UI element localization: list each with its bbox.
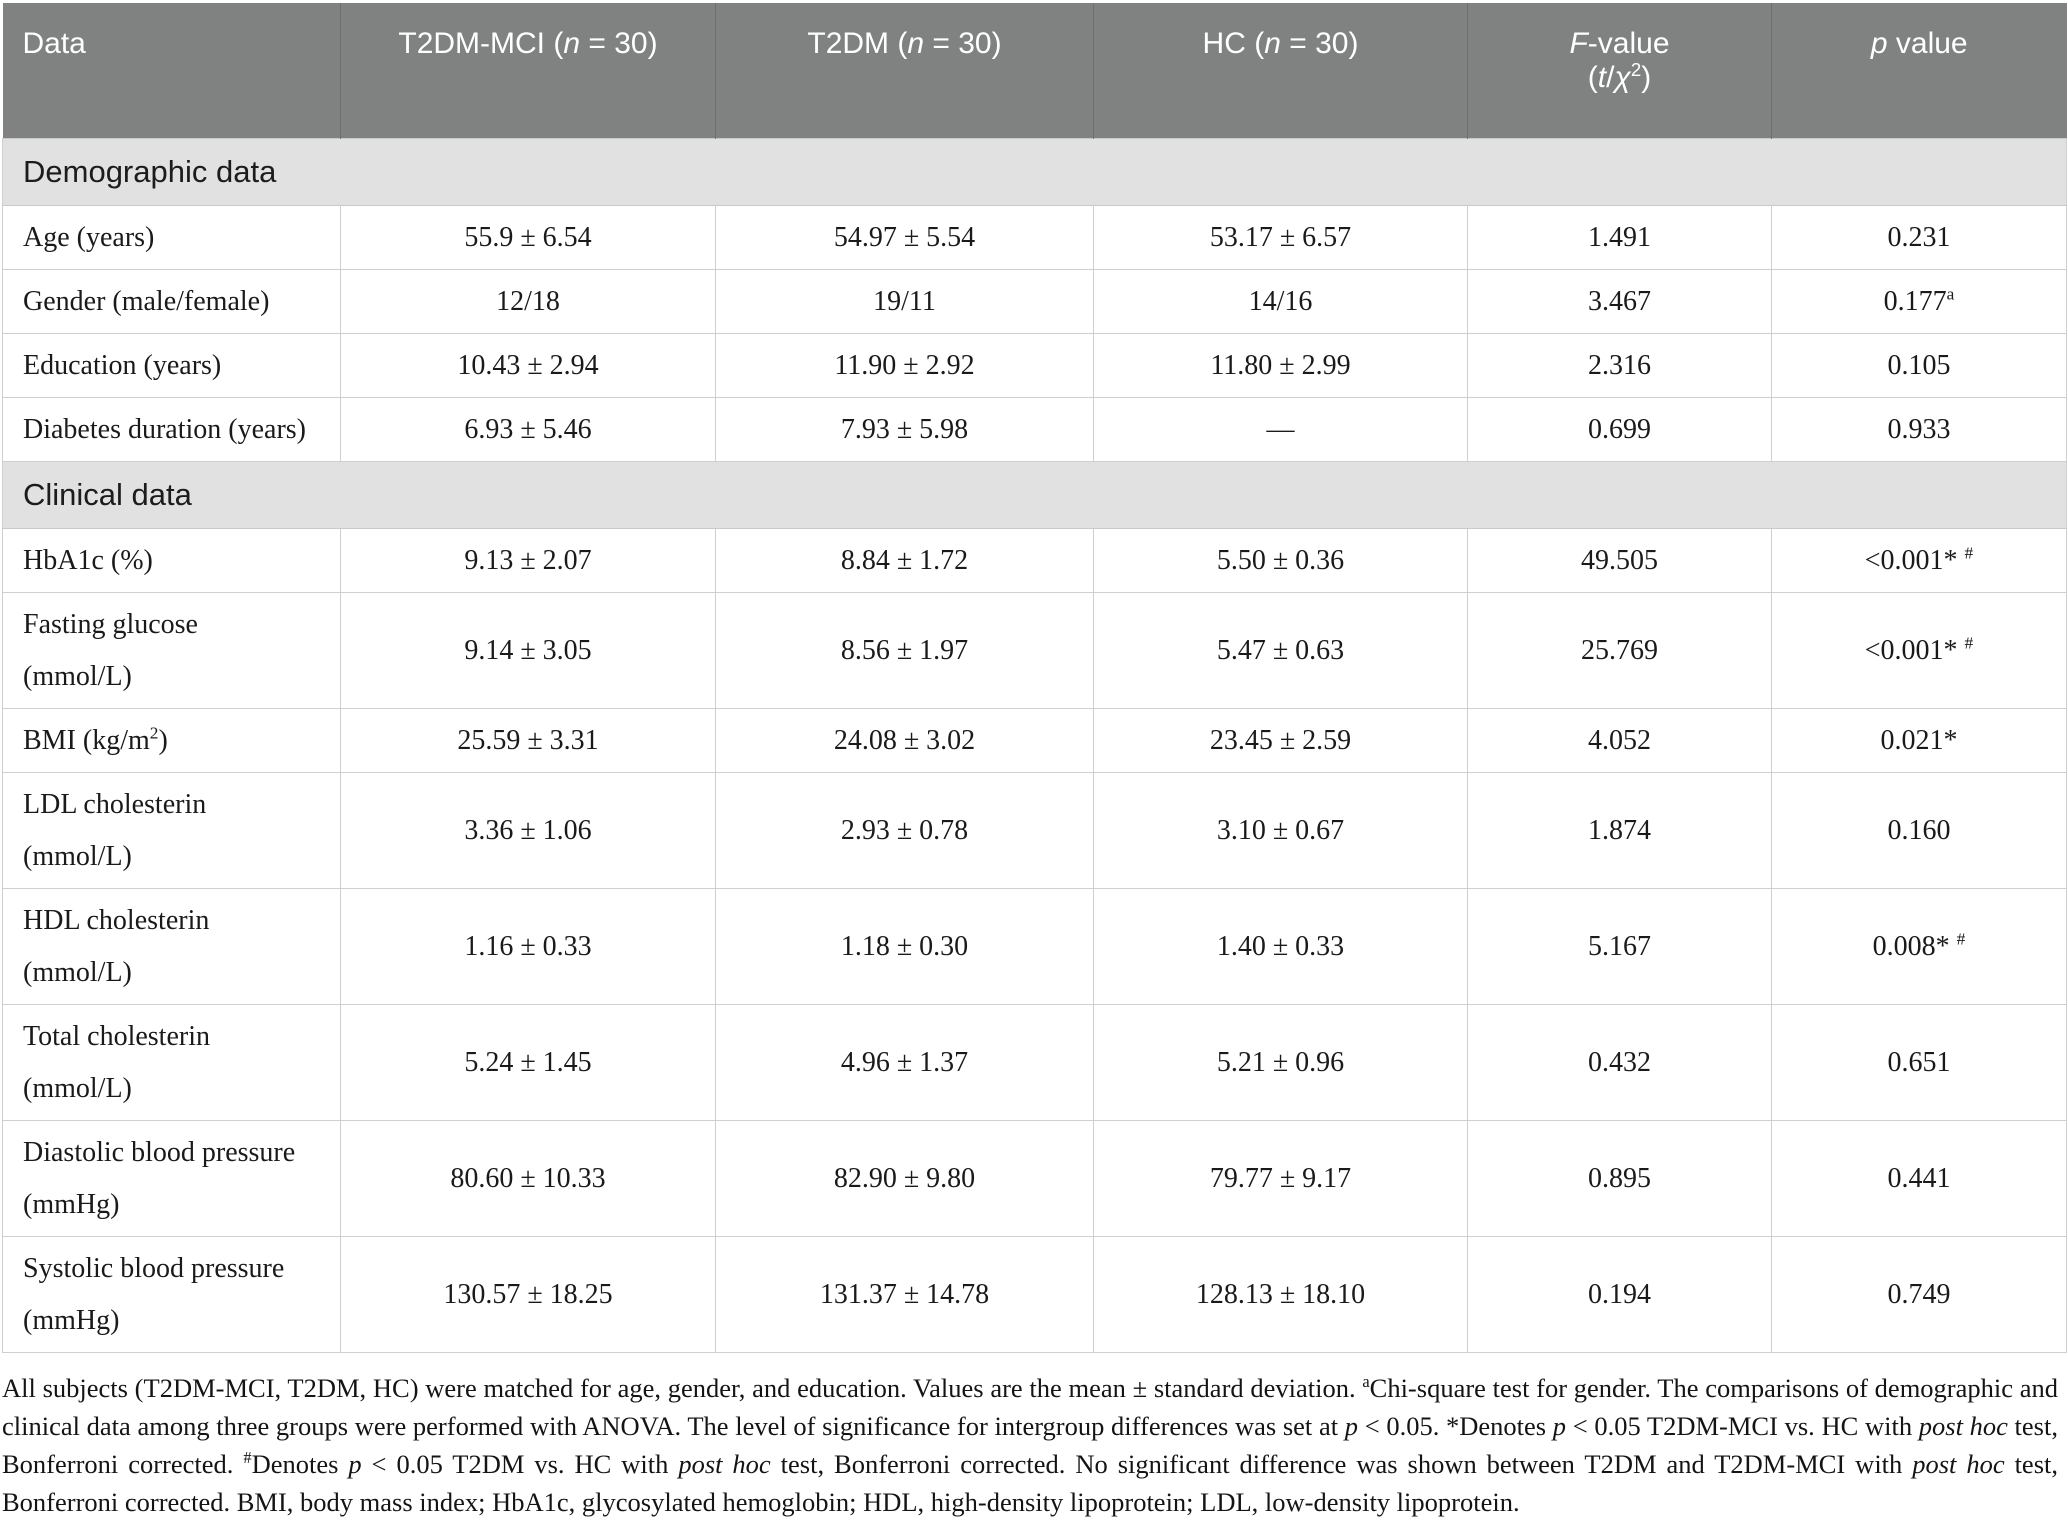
data-cell: 3.36 ± 1.06 [340,772,716,889]
column-header-data: Data [2,3,341,139]
column-header-t2dm-mci: T2DM-MCI (n = 30) [340,3,716,139]
row-label: BMI (kg/m2) [2,708,341,773]
data-cell: 5.50 ± 0.36 [1093,528,1468,593]
data-cell: — [1093,397,1468,462]
table-row: HbA1c (%) 9.13 ± 2.07 8.84 ± 1.72 5.50 ± 0.… [2,528,2067,593]
column-header-t2dm: T2DM (n = 30) [715,3,1094,139]
row-label: Systolic blood pressure (mmHg) [2,1236,341,1353]
data-cell: 24.08 ± 3.02 [715,708,1094,773]
row-label: Gender (male/female) [2,269,341,334]
data-cell: 0.160 [1771,772,2067,889]
data-cell: 7.93 ± 5.98 [715,397,1094,462]
data-cell: 53.17 ± 6.57 [1093,205,1468,270]
table-row: Total cholesterin (mmol/L) 5.24 ± 1.45 4.96… [2,1004,2067,1121]
table-row: Systolic blood pressure (mmHg) 130.57 ± 18… [2,1236,2067,1353]
section-title: Demographic data [2,138,2067,206]
row-label: HbA1c (%) [2,528,341,593]
column-header-hc: HC (n = 30) [1093,3,1468,139]
data-cell: 1.491 [1467,205,1772,270]
table-row: Education (years) 10.43 ± 2.94 11.90 ± 2.9… [2,333,2067,398]
table-row: BMI (kg/m2) 25.59 ± 3.31 24.08 ± 3.02 23.45… [2,708,2067,773]
data-cell: 0.021* [1771,708,2067,773]
section-row-1: Clinical data [2,461,2067,529]
data-cell: 0.441 [1771,1120,2067,1237]
data-cell: 19/11 [715,269,1094,334]
data-cell: 80.60 ± 10.33 [340,1120,716,1237]
data-cell: 2.93 ± 0.78 [715,772,1094,889]
data-cell: 79.77 ± 9.17 [1093,1120,1468,1237]
data-cell: 6.93 ± 5.46 [340,397,716,462]
row-label: HDL cholesterin (mmol/L) [2,888,341,1005]
row-label: Age (years) [2,205,341,270]
column-header-p-value: p value [1771,3,2067,139]
table-row: Age (years) 55.9 ± 6.54 54.97 ± 5.54 53.17 … [2,205,2067,270]
data-cell: 1.18 ± 0.30 [715,888,1094,1005]
data-cell: 55.9 ± 6.54 [340,205,716,270]
data-cell: 25.59 ± 3.31 [340,708,716,773]
data-cell: 0.699 [1467,397,1772,462]
section-row-0: Demographic data [2,138,2067,206]
table-row: HDL cholesterin (mmol/L) 1.16 ± 0.33 1.18 ±… [2,888,2067,1005]
data-cell: 1.874 [1467,772,1772,889]
table-row: Fasting glucose (mmol/L) 9.14 ± 3.05 8.56 ±… [2,592,2067,709]
data-cell: 54.97 ± 5.54 [715,205,1094,270]
data-cell: <0.001* # [1771,528,2067,593]
data-cell: 131.37 ± 14.78 [715,1236,1094,1353]
data-cell: 49.505 [1467,528,1772,593]
data-cell: 130.57 ± 18.25 [340,1236,716,1353]
data-cell: 0.432 [1467,1004,1772,1121]
section-title: Clinical data [2,461,2067,529]
table-header-row: Data T2DM-MCI (n = 30) T2DM (n = 30) HC (n … [2,3,2067,139]
table-row: Diabetes duration (years) 6.93 ± 5.46 7.93… [2,397,2067,462]
data-cell: 12/18 [340,269,716,334]
data-cell: 0.933 [1771,397,2067,462]
table-row: LDL cholesterin (mmol/L) 3.36 ± 1.06 2.93 ±… [2,772,2067,889]
data-cell: 9.14 ± 3.05 [340,592,716,709]
row-label: Education (years) [2,333,341,398]
data-cell: 5.21 ± 0.96 [1093,1004,1468,1121]
data-cell: 5.24 ± 1.45 [340,1004,716,1121]
table-row: Gender (male/female) 12/18 19/11 14/16 3.467… [2,269,2067,334]
data-cell: 5.167 [1467,888,1772,1005]
data-cell: 3.467 [1467,269,1772,334]
data-cell: 128.13 ± 18.10 [1093,1236,1468,1353]
data-cell: 2.316 [1467,333,1772,398]
row-label: Fasting glucose (mmol/L) [2,592,341,709]
data-cell: 1.16 ± 0.33 [340,888,716,1005]
data-cell: 3.10 ± 0.67 [1093,772,1468,889]
data-cell: 8.84 ± 1.72 [715,528,1094,593]
data-cell: 0.008* # [1771,888,2067,1005]
data-cell: 23.45 ± 2.59 [1093,708,1468,773]
data-cell: 4.96 ± 1.37 [715,1004,1094,1121]
data-cell: 5.47 ± 0.63 [1093,592,1468,709]
column-header-f-value: F-value (t/χ2) [1467,3,1772,139]
row-label: Diastolic blood pressure (mmHg) [2,1120,341,1237]
data-cell: 0.895 [1467,1120,1772,1237]
data-cell: 10.43 ± 2.94 [340,333,716,398]
demographics-clinical-table: Data T2DM-MCI (n = 30) T2DM (n = 30) HC (n … [2,3,2067,1353]
data-cell: <0.001* # [1771,592,2067,709]
row-label: LDL cholesterin (mmol/L) [2,772,341,889]
data-cell: 0.749 [1771,1236,2067,1353]
row-label: Diabetes duration (years) [2,397,341,462]
data-cell: 0.194 [1467,1236,1772,1353]
data-cell: 0.231 [1771,205,2067,270]
data-cell: 11.80 ± 2.99 [1093,333,1468,398]
data-cell: 25.769 [1467,592,1772,709]
data-cell: 11.90 ± 2.92 [715,333,1094,398]
data-cell: 0.105 [1771,333,2067,398]
data-cell: 9.13 ± 2.07 [340,528,716,593]
row-label: Total cholesterin (mmol/L) [2,1004,341,1121]
table-footnote: All subjects (T2DM-MCI, T2DM, HC) were m… [2,1372,2059,1517]
data-cell: 0.177a [1771,269,2067,334]
table-row: Diastolic blood pressure (mmHg) 80.60 ± 10… [2,1120,2067,1237]
data-cell: 8.56 ± 1.97 [715,592,1094,709]
data-cell: 1.40 ± 0.33 [1093,888,1468,1005]
data-cell: 14/16 [1093,269,1468,334]
data-cell: 0.651 [1771,1004,2067,1121]
data-cell: 82.90 ± 9.80 [715,1120,1094,1237]
data-cell: 4.052 [1467,708,1772,773]
